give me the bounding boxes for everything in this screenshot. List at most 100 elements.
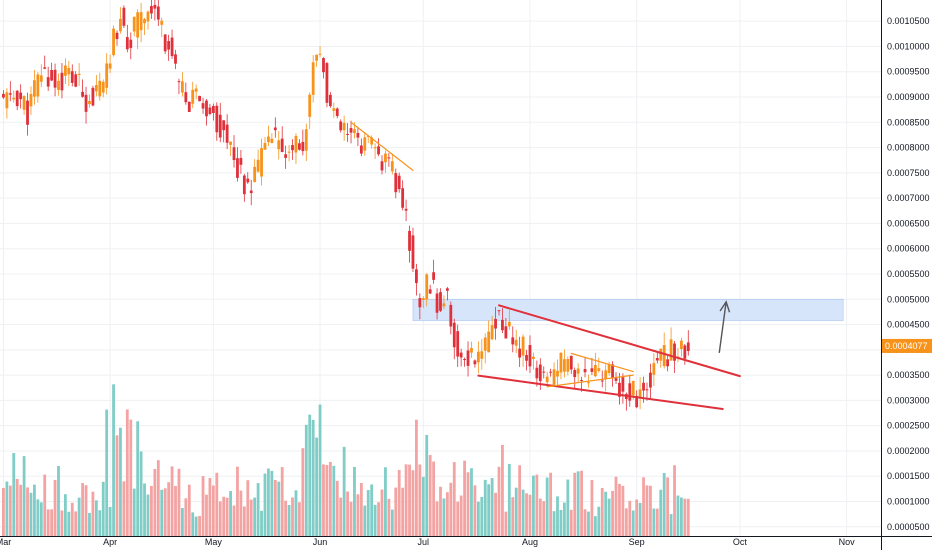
- candle-body: [236, 158, 239, 178]
- candle-body: [470, 348, 473, 353]
- price-tick-label: 0.0006500: [887, 218, 930, 228]
- candle-body: [43, 67, 47, 69]
- candle-body: [88, 100, 91, 105]
- candle-body: [370, 137, 374, 145]
- candle-body: [387, 157, 391, 159]
- candle-body: [229, 141, 232, 145]
- volume-bar: [218, 501, 222, 536]
- candle-body: [373, 147, 377, 149]
- candle-body: [418, 298, 422, 308]
- volume-bar: [535, 474, 539, 536]
- candle-body: [439, 292, 442, 311]
- candle-body: [198, 95, 202, 102]
- volume-bar: [136, 421, 140, 536]
- volume-bar: [532, 475, 535, 536]
- candle-body: [67, 68, 71, 75]
- candle-body: [415, 269, 418, 284]
- price-tick-label: 0.0003500: [887, 370, 930, 380]
- candle-body: [50, 70, 54, 81]
- volume-bar: [686, 498, 690, 536]
- candle-body: [15, 90, 19, 107]
- candle-body: [2, 93, 5, 98]
- candle-body: [356, 132, 360, 138]
- volume-bar: [170, 466, 174, 536]
- price-axis[interactable]: 0.0010500 0.0010000 0.0009500 0.0009000 0.00…: [887, 16, 930, 532]
- volume-bar: [15, 478, 19, 536]
- volume-bar: [88, 512, 91, 536]
- price-tick-label: 0.0008000: [887, 143, 930, 153]
- candle-body: [222, 120, 226, 131]
- candle-body: [449, 304, 453, 327]
- price-tick-label: 0.0002500: [887, 421, 930, 431]
- candle-body: [246, 178, 250, 183]
- candle-body: [666, 359, 670, 367]
- price-tick-label: 0.0003000: [887, 395, 930, 405]
- volume-bar: [463, 460, 466, 536]
- volume-bar: [2, 487, 5, 536]
- candle-body: [328, 94, 332, 107]
- price-tick-label: 0.0001000: [887, 497, 930, 507]
- volume-bar: [277, 481, 281, 536]
- volume-bar: [679, 497, 683, 536]
- candle-body: [8, 93, 12, 95]
- candle-body: [36, 74, 40, 97]
- candle-body: [576, 368, 580, 374]
- candle-body: [260, 148, 263, 177]
- volume-bar: [363, 505, 367, 536]
- candle-body: [384, 153, 387, 163]
- candle-body: [435, 293, 439, 313]
- volume-bar: [439, 486, 442, 536]
- time-tick-label: Sep: [629, 537, 645, 547]
- candle-body: [301, 141, 305, 152]
- resistance-zone[interactable]: [412, 298, 844, 321]
- candle-body: [225, 124, 229, 143]
- volume-bar: [232, 505, 236, 536]
- volume-bar: [549, 472, 553, 536]
- candle-body: [253, 166, 257, 182]
- volume-bar: [81, 483, 84, 536]
- volume-bar: [177, 468, 181, 536]
- volume-bar: [459, 495, 463, 536]
- time-axis[interactable]: Mar Apr May Jun Jul Aug Sep Oct Nov: [0, 537, 855, 547]
- price-tick-label: 0.0001500: [887, 471, 930, 481]
- candle-body: [483, 337, 487, 351]
- candle-body: [494, 318, 497, 329]
- volume-bar: [33, 484, 36, 536]
- volume-bar: [556, 496, 559, 536]
- volume-bar: [428, 455, 432, 536]
- volume-bar: [673, 465, 676, 536]
- volume-bar: [552, 511, 556, 536]
- volume-bar: [77, 497, 81, 536]
- candle-body: [432, 272, 436, 280]
- price-tick-label: 0.0005500: [887, 269, 930, 279]
- candle-body: [597, 368, 601, 371]
- volume-bar: [98, 510, 102, 536]
- candle-body: [501, 319, 504, 331]
- volume-bar: [29, 492, 33, 536]
- drawings[interactable]: [350, 121, 741, 410]
- candle-body: [642, 382, 645, 391]
- candle-body: [187, 101, 191, 112]
- candle-body: [655, 357, 659, 361]
- volume-bar: [507, 463, 511, 536]
- price-tick-label: 0.0009000: [887, 92, 930, 102]
- candle-body: [504, 326, 508, 339]
- lower-trendline: [477, 374, 724, 410]
- volume-bar: [373, 504, 377, 536]
- price-tick-label: 0.0002000: [887, 446, 930, 456]
- candle-body: [322, 58, 325, 73]
- volume-bar: [180, 508, 184, 536]
- up-arrow-shaft: [718, 301, 727, 353]
- volume-bar: [425, 434, 429, 536]
- volume-bar: [263, 473, 267, 536]
- candle-body: [673, 343, 676, 361]
- price-tick-label: 0.0004500: [887, 320, 930, 330]
- candle-body: [298, 143, 301, 150]
- volume-bar: [573, 472, 577, 536]
- volume-bar: [67, 511, 71, 536]
- volume-bar: [683, 498, 687, 536]
- candle-body: [29, 94, 33, 107]
- volume-bar: [105, 409, 109, 536]
- volume-bar: [408, 464, 411, 536]
